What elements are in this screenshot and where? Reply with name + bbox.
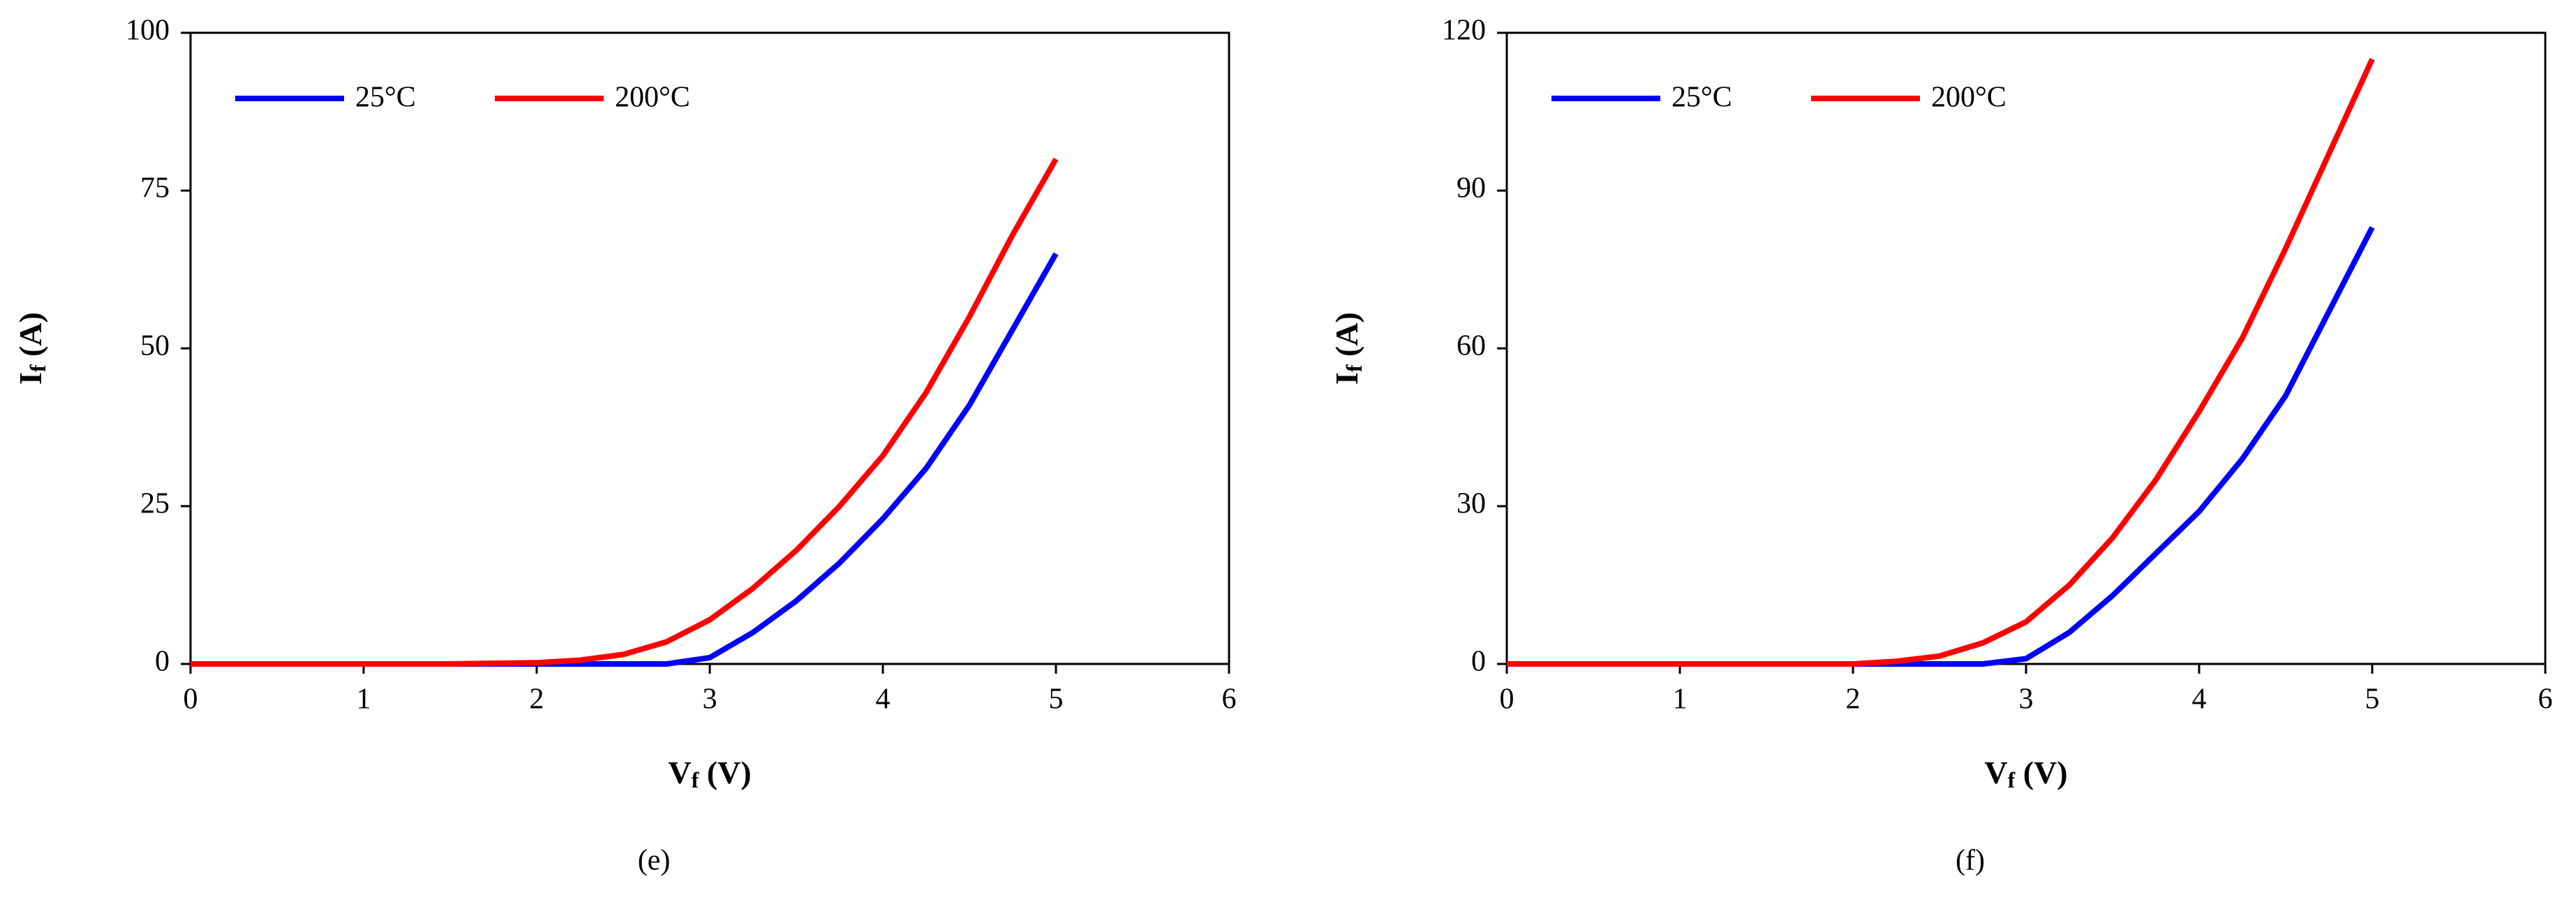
x-axis-label: Vf (V)	[668, 755, 751, 792]
x-tick-label: 0	[1500, 683, 1514, 716]
legend-label: 25°C	[1672, 82, 1732, 114]
x-tick-label: 1	[357, 683, 371, 716]
x-tick-label: 0	[184, 683, 198, 716]
data-line	[191, 157, 1059, 667]
subscript: f	[692, 767, 699, 792]
x-tick-label: 4	[876, 683, 891, 716]
x-tick-label: 1	[1673, 683, 1688, 716]
plot-frame	[1505, 31, 2547, 665]
x-tick-label: 6	[2538, 683, 2553, 716]
x-axis-label: Vf (V)	[1984, 755, 2067, 792]
panel-label: (e)	[638, 845, 671, 877]
label-part: V	[1984, 755, 2007, 790]
legend-label: 25°C	[355, 82, 416, 114]
subscript: f	[25, 364, 50, 372]
label-part: (A)	[1329, 312, 1364, 364]
y-axis-label: If (A)	[1329, 312, 1367, 385]
y-axis-label: If (A)	[13, 312, 50, 385]
y-tick-label: 75	[140, 172, 170, 205]
label-part: V	[668, 755, 691, 790]
y-tick-label: 0	[155, 646, 170, 678]
chart-panel: 0 1 2 3 4 5 6 0 25 50 75 100 25°C 200°C Vf (V) If (A) (e…	[13, 15, 1237, 877]
subscript: f	[2008, 767, 2016, 792]
y-tick-label: 50	[140, 330, 170, 362]
data-line	[191, 252, 1059, 667]
panel-label: (f)	[1956, 845, 1985, 877]
x-tick-label: 2	[1846, 683, 1861, 716]
label-part: (V)	[2015, 755, 2067, 790]
label-part: I	[13, 372, 48, 385]
x-tick-label: 5	[1049, 683, 1064, 716]
x-tick-label: 2	[530, 683, 544, 716]
label-part: (A)	[13, 312, 48, 364]
x-tick-label: 5	[2365, 683, 2380, 716]
x-tick-label: 4	[2192, 683, 2207, 716]
y-tick-label: 0	[1471, 646, 1486, 678]
y-tick-label: 90	[1457, 172, 1486, 205]
plot-frame	[189, 31, 1230, 665]
y-tick-label: 120	[1442, 15, 1486, 47]
x-tick-label: 3	[703, 683, 717, 716]
y-tick-label: 30	[1457, 488, 1486, 520]
x-tick-label: 6	[1222, 683, 1237, 716]
label-part: (V)	[699, 755, 751, 790]
y-tick-label: 100	[126, 15, 170, 47]
subscript: f	[1341, 364, 1367, 372]
x-tick-label: 3	[2019, 683, 2034, 716]
legend-label: 200°C	[1931, 82, 2007, 114]
y-tick-label: 25	[140, 488, 170, 520]
label-part: I	[1329, 372, 1364, 385]
legend-label: 200°C	[615, 82, 690, 114]
data-line	[1507, 58, 2375, 667]
y-tick-label: 60	[1457, 330, 1486, 362]
data-line	[1507, 226, 2375, 667]
